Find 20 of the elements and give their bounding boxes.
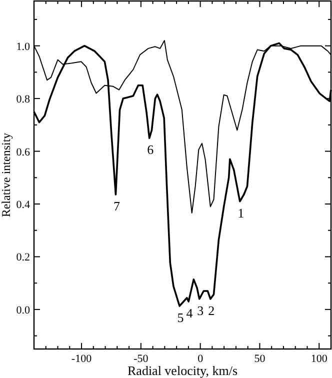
y-tick-label: 0.8: [16, 94, 30, 106]
annotation: 5: [177, 310, 184, 326]
y-tick-label: 0.4: [16, 199, 30, 211]
annotation: 6: [147, 142, 154, 158]
annotation: 4: [186, 306, 194, 321]
annotation: 1: [238, 205, 244, 220]
x-tick-label: 100: [310, 353, 328, 365]
y-tick-label: 0.2: [16, 252, 30, 264]
x-tick-label: -100: [71, 353, 92, 365]
y-tick-label: 0.0: [16, 304, 30, 316]
annotation: 7: [113, 198, 120, 214]
x-tick-label: 50: [254, 353, 266, 365]
annotation: 2: [208, 302, 215, 318]
x-tick-label: 0: [198, 353, 204, 365]
x-tick-label: -50: [134, 353, 149, 365]
y-tick-label: 0.6: [16, 146, 30, 158]
y-tick-label: 1.0: [16, 40, 30, 53]
y-axis-title: Relative intensity: [0, 132, 13, 218]
annotation: 3: [197, 302, 204, 318]
x-axis-title: Radial velocity, km/s: [128, 363, 238, 378]
